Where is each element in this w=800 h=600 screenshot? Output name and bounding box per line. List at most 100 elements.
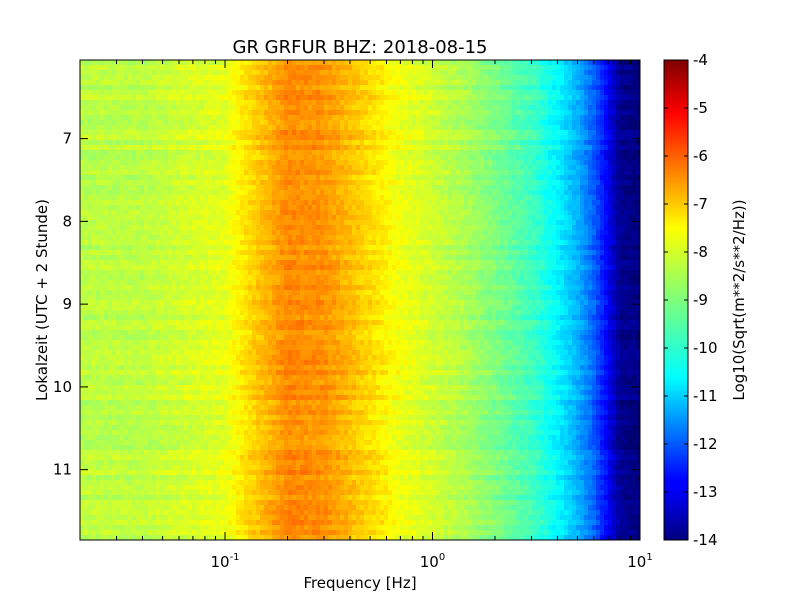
heatmap-cell (552, 100, 557, 106)
heatmap-cell (444, 120, 449, 126)
heatmap-cell (508, 105, 513, 111)
heatmap-cell (492, 180, 497, 186)
heatmap-cell (452, 230, 457, 236)
heatmap-cell (396, 225, 401, 231)
heatmap-cell (428, 145, 433, 151)
heatmap-cell (484, 185, 489, 191)
heatmap-cell (268, 220, 273, 226)
heatmap-cell (504, 110, 509, 116)
heatmap-cell (476, 95, 481, 101)
heatmap-cell (412, 225, 417, 231)
heatmap-cell (248, 185, 253, 191)
heatmap-cell (240, 90, 245, 96)
heatmap-cell (152, 90, 157, 96)
heatmap-cell (276, 175, 281, 181)
heatmap-cell (312, 185, 317, 191)
heatmap-cell (96, 220, 101, 226)
heatmap-cell (568, 85, 573, 91)
heatmap-cell (284, 210, 289, 216)
heatmap-cell (216, 90, 221, 96)
heatmap-cell (632, 220, 637, 226)
heatmap-cell (476, 215, 481, 221)
heatmap-cell (248, 60, 253, 66)
heatmap-cell (200, 145, 205, 151)
heatmap-cell (500, 220, 505, 226)
heatmap-cell (308, 135, 313, 141)
heatmap-cell (80, 155, 85, 161)
heatmap-cell (200, 210, 205, 216)
heatmap-cell (136, 160, 141, 166)
heatmap-cell (364, 195, 369, 201)
heatmap-cell (164, 140, 169, 146)
heatmap-cell (96, 230, 101, 236)
heatmap-cell (348, 150, 353, 156)
heatmap-cell (232, 145, 237, 151)
heatmap-cell (304, 135, 309, 141)
heatmap-cell (404, 170, 409, 176)
heatmap-cell (184, 135, 189, 141)
heatmap-cell (264, 80, 269, 86)
heatmap-cell (136, 65, 141, 71)
heatmap-cell (88, 235, 93, 241)
heatmap-cell (320, 70, 325, 76)
heatmap-cell (156, 60, 161, 66)
heatmap-cell (264, 125, 269, 131)
heatmap-cell (492, 165, 497, 171)
heatmap-cell (448, 235, 453, 241)
heatmap-cell (124, 100, 129, 106)
heatmap-cell (492, 215, 497, 221)
heatmap-cell (356, 180, 361, 186)
heatmap-cell (388, 60, 393, 66)
heatmap-cell (588, 230, 593, 236)
heatmap-cell (620, 185, 625, 191)
heatmap-cell (528, 135, 533, 141)
heatmap-cell (160, 160, 165, 166)
heatmap-cell (416, 230, 421, 236)
heatmap-cell (388, 135, 393, 141)
heatmap-cell (116, 235, 121, 241)
heatmap-cell (372, 195, 377, 201)
heatmap-cell (264, 85, 269, 91)
heatmap-cell (144, 200, 149, 206)
heatmap-cell (88, 155, 93, 161)
heatmap-cell (520, 95, 525, 101)
heatmap-cell (556, 185, 561, 191)
heatmap-cell (512, 205, 517, 211)
heatmap-cell (528, 200, 533, 206)
heatmap-cell (100, 225, 105, 231)
heatmap-cell (128, 145, 133, 151)
heatmap-cell (212, 65, 217, 71)
heatmap-cell (588, 210, 593, 216)
heatmap-cell (412, 160, 417, 166)
heatmap-cell (296, 115, 301, 121)
heatmap-cell (304, 85, 309, 91)
heatmap-cell (100, 215, 105, 221)
heatmap-cell (192, 120, 197, 126)
heatmap-cell (368, 180, 373, 186)
heatmap-cell (88, 175, 93, 181)
heatmap-cell (264, 215, 269, 221)
heatmap-cell (540, 200, 545, 206)
heatmap-cell (560, 125, 565, 131)
heatmap-cell (156, 220, 161, 226)
heatmap-cell (460, 230, 465, 236)
heatmap-cell (472, 75, 477, 81)
heatmap-cell (468, 100, 473, 106)
heatmap-cell (612, 135, 617, 141)
heatmap-cell (372, 75, 377, 81)
heatmap-cell (536, 70, 541, 76)
heatmap-cell (380, 150, 385, 156)
heatmap-cell (376, 125, 381, 131)
heatmap-cell (576, 165, 581, 171)
heatmap-cell (192, 160, 197, 166)
heatmap-cell (172, 235, 177, 241)
heatmap-cell (140, 100, 145, 106)
heatmap-cell (284, 230, 289, 236)
heatmap-cell (344, 115, 349, 121)
heatmap-cell (632, 100, 637, 106)
heatmap-cell (288, 215, 293, 221)
heatmap-cell (120, 105, 125, 111)
heatmap-cell (568, 150, 573, 156)
heatmap-cell (400, 170, 405, 176)
heatmap-cell (152, 180, 157, 186)
